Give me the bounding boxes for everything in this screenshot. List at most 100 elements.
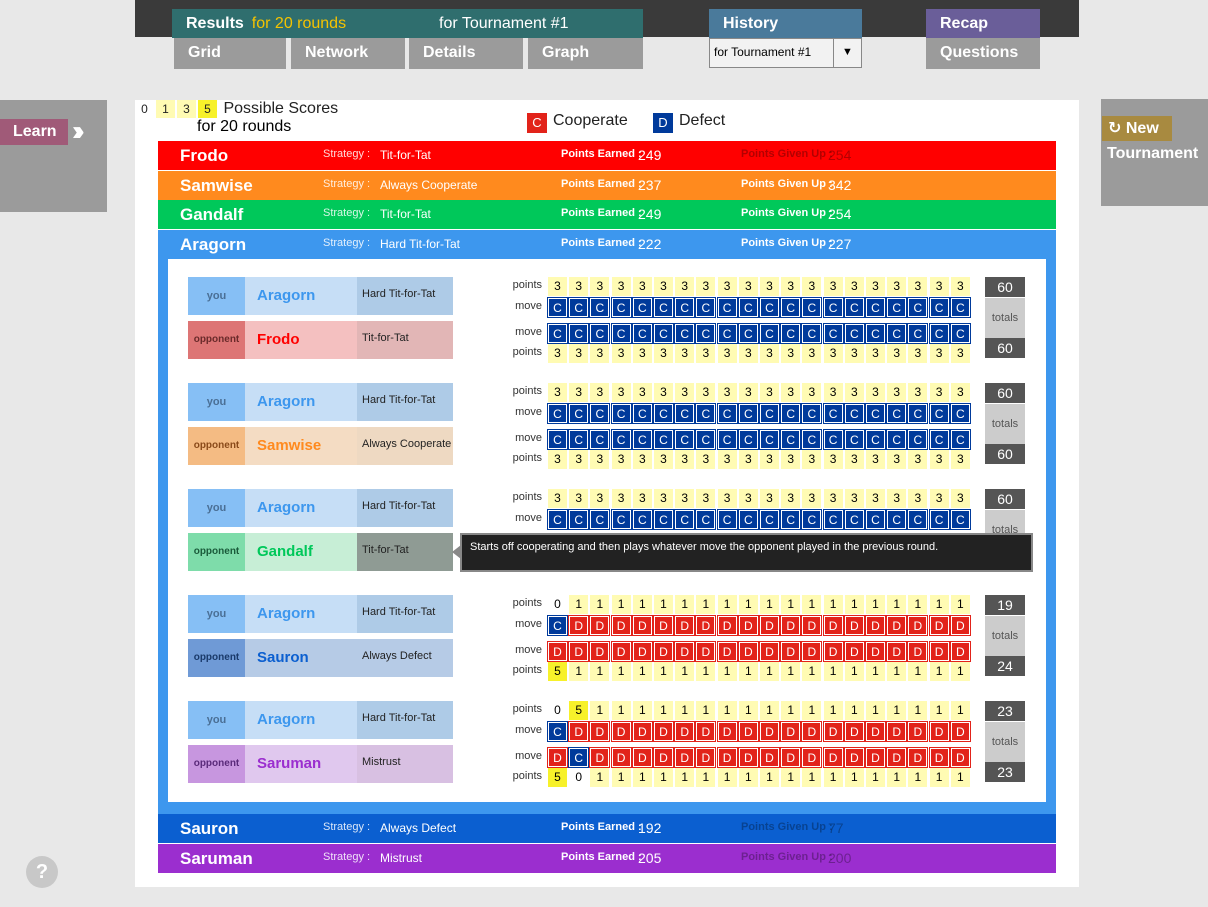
player-row-saruman[interactable]: Saruman Strategy : Mistrust Points Earned :… xyxy=(158,844,1056,873)
results-tab[interactable]: Results for 20 rounds for Tournament #1 xyxy=(172,9,643,38)
points-cell: 1 xyxy=(866,662,885,681)
learn-button[interactable]: Learn ›› xyxy=(0,100,107,212)
move-cell: C xyxy=(865,297,886,318)
you-panel[interactable]: you Aragorn Hard Tit-for-Tat xyxy=(188,277,453,315)
points-cell: 1 xyxy=(654,595,673,614)
points-cell: 1 xyxy=(569,662,589,681)
move-cell: D xyxy=(949,747,971,768)
points-cell: 1 xyxy=(866,701,885,720)
move-cell: D xyxy=(801,721,823,742)
points-cell: 1 xyxy=(908,595,928,614)
move-cell: D xyxy=(695,641,717,662)
move-cell: C xyxy=(610,509,632,530)
points-cell: 3 xyxy=(590,383,610,402)
points-cell: 1 xyxy=(611,662,631,681)
points-cell: 3 xyxy=(717,383,737,402)
match-vs-samwise: you Aragorn Hard Tit-for-Tat opponent Samwis… xyxy=(168,383,1046,483)
grid-tab[interactable]: Grid xyxy=(174,38,286,69)
player-name: Aragorn xyxy=(180,235,247,254)
points-cell: 3 xyxy=(781,277,801,296)
points-cell: 1 xyxy=(929,662,949,681)
points-cell: 1 xyxy=(802,768,822,787)
points-cell: 1 xyxy=(781,701,801,720)
history-tab[interactable]: History xyxy=(709,9,862,38)
move-cell: C xyxy=(949,429,971,450)
points-cell: 3 xyxy=(950,383,970,402)
points-cell: 3 xyxy=(590,277,610,296)
legend-defect: D Defect xyxy=(653,112,725,133)
opponent-panel[interactable]: opponent Gandalf Tit-for-Tat xyxy=(188,533,453,571)
opponent-panel[interactable]: opponent Saruman Mistrust xyxy=(188,745,453,783)
points-cell: 3 xyxy=(844,277,864,296)
points-cell: 1 xyxy=(760,662,779,681)
graph-tab[interactable]: Graph xyxy=(528,38,643,69)
player-row-aragorn[interactable]: Aragorn Strategy : Hard Tit-for-Tat Points … xyxy=(158,230,1056,259)
you-panel[interactable]: you Aragorn Hard Tit-for-Tat xyxy=(188,701,453,739)
player-row-frodo[interactable]: Frodo Strategy : Tit-for-Tat Points Earned … xyxy=(158,141,1056,170)
points-cell: 1 xyxy=(887,595,907,614)
points-cell: 3 xyxy=(823,277,843,296)
points-cell: 3 xyxy=(611,450,631,469)
points-given-label: Points Given Up : xyxy=(741,148,833,160)
points-cell: 1 xyxy=(632,768,652,787)
points-cell: 3 xyxy=(844,344,864,363)
move-cell: C xyxy=(695,429,717,450)
move-cell: D xyxy=(928,747,950,768)
player-row-samwise[interactable]: Samwise Strategy : Always Cooperate Points … xyxy=(158,171,1056,200)
points-cell: 0 xyxy=(548,595,567,614)
points-cell: 1 xyxy=(781,768,801,787)
move-cell: D xyxy=(759,747,780,768)
player-row-gandalf[interactable]: Gandalf Strategy : Tit-for-Tat Points Earne… xyxy=(158,200,1056,229)
move-cell: D xyxy=(928,721,950,742)
points-cell: 3 xyxy=(823,489,843,508)
you-panel[interactable]: you Aragorn Hard Tit-for-Tat xyxy=(188,383,453,421)
points-cell: 3 xyxy=(908,450,928,469)
recap-tab[interactable]: Recap xyxy=(926,9,1040,38)
move-cell: C xyxy=(928,403,950,424)
opponent-panel[interactable]: opponent Samwise Always Cooperate xyxy=(188,427,453,465)
move-cell: C xyxy=(589,297,611,318)
row-label-move: move xyxy=(515,618,542,630)
opponent-panel[interactable]: opponent Sauron Always Defect xyxy=(188,639,453,677)
move-cell: C xyxy=(865,509,886,530)
points-cell: 3 xyxy=(696,277,716,296)
move-cell: C xyxy=(780,509,802,530)
points-given-label: Points Given Up : xyxy=(741,851,833,863)
you-strategy: Hard Tit-for-Tat xyxy=(357,277,453,315)
points-cell: 1 xyxy=(696,768,716,787)
row-label-move: move xyxy=(515,326,542,338)
points-cell: 3 xyxy=(548,450,567,469)
move-cell: D xyxy=(631,641,653,662)
chevron-down-icon[interactable]: ▼ xyxy=(833,39,861,67)
points-cell: 1 xyxy=(844,595,864,614)
help-button[interactable]: ? xyxy=(26,856,58,888)
points-cell: 3 xyxy=(781,344,801,363)
you-panel[interactable]: you Aragorn Hard Tit-for-Tat xyxy=(188,489,453,527)
history-dropdown[interactable]: for Tournament #1 ▼ xyxy=(709,38,862,68)
move-cell: D xyxy=(610,747,632,768)
row-label-points: points xyxy=(512,770,542,782)
questions-tab[interactable]: Questions xyxy=(926,38,1040,69)
points-cell: 1 xyxy=(696,595,716,614)
you-name: Aragorn xyxy=(245,383,357,421)
move-cell: C xyxy=(759,323,780,344)
double-chevron-right-icon: ›› xyxy=(72,115,84,146)
move-cell: C xyxy=(759,509,780,530)
points-cell: 3 xyxy=(611,277,631,296)
move-cell: C xyxy=(907,403,929,424)
points-cell: 1 xyxy=(844,768,864,787)
points-cell: 3 xyxy=(866,277,885,296)
player-row-sauron[interactable]: Sauron Strategy : Always Defect Points Earn… xyxy=(158,814,1056,843)
points-cell: 3 xyxy=(590,489,610,508)
new-tournament-button[interactable]: ↻ New Tournament xyxy=(1101,99,1208,206)
move-cell: C xyxy=(568,297,590,318)
points-cell: 3 xyxy=(696,450,716,469)
network-tab[interactable]: Network xyxy=(291,38,405,69)
you-panel[interactable]: you Aragorn Hard Tit-for-Tat xyxy=(188,595,453,633)
points-earned-value: 222 xyxy=(638,236,662,252)
move-cell: D xyxy=(568,721,590,742)
opponent-panel[interactable]: opponent Frodo Tit-for-Tat xyxy=(188,321,453,359)
details-tab[interactable]: Details xyxy=(409,38,523,69)
points-cell: 3 xyxy=(717,344,737,363)
move-cell: C xyxy=(547,323,568,344)
